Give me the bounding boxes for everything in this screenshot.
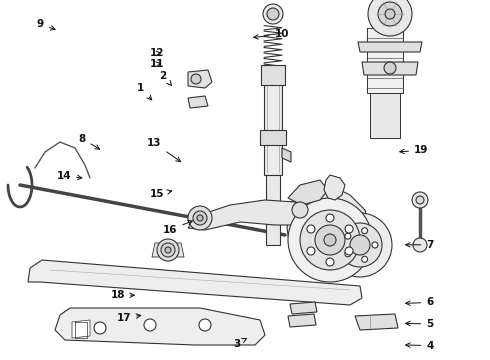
Circle shape — [350, 235, 370, 255]
Circle shape — [165, 247, 171, 253]
Text: 13: 13 — [147, 138, 181, 162]
Polygon shape — [188, 200, 310, 230]
Circle shape — [161, 243, 175, 257]
Circle shape — [191, 74, 201, 84]
Polygon shape — [55, 308, 265, 345]
Text: 6: 6 — [406, 297, 434, 307]
Circle shape — [288, 198, 372, 282]
Circle shape — [193, 211, 207, 225]
Circle shape — [384, 62, 396, 74]
Text: 2: 2 — [159, 71, 171, 85]
Text: 17: 17 — [117, 312, 141, 323]
Circle shape — [372, 242, 378, 248]
Text: 14: 14 — [56, 171, 82, 181]
Polygon shape — [290, 302, 317, 314]
Polygon shape — [282, 148, 291, 162]
Polygon shape — [188, 70, 212, 88]
Text: 5: 5 — [406, 319, 434, 329]
Circle shape — [338, 223, 382, 267]
Text: 18: 18 — [110, 290, 134, 300]
Polygon shape — [28, 260, 362, 305]
Bar — [260, 130, 286, 145]
Polygon shape — [358, 42, 422, 52]
Text: 12: 12 — [149, 48, 164, 58]
Polygon shape — [288, 314, 316, 327]
Polygon shape — [288, 180, 328, 205]
Polygon shape — [324, 175, 345, 200]
Bar — [264, 80, 282, 175]
Circle shape — [144, 319, 156, 331]
Text: 7: 7 — [406, 240, 434, 250]
Circle shape — [157, 239, 179, 261]
Circle shape — [378, 2, 402, 26]
Circle shape — [326, 214, 334, 222]
Circle shape — [300, 210, 360, 270]
Polygon shape — [72, 320, 90, 338]
Bar — [370, 93, 400, 138]
Circle shape — [345, 233, 351, 239]
Text: 1: 1 — [137, 83, 152, 100]
Circle shape — [368, 0, 412, 36]
Polygon shape — [362, 62, 418, 75]
Polygon shape — [188, 96, 208, 108]
Circle shape — [197, 215, 203, 221]
Circle shape — [345, 251, 351, 257]
Circle shape — [263, 4, 283, 24]
Circle shape — [412, 192, 428, 208]
Circle shape — [267, 8, 279, 20]
Circle shape — [326, 258, 334, 266]
Text: 11: 11 — [149, 59, 164, 69]
Circle shape — [416, 196, 424, 204]
Text: 15: 15 — [149, 189, 171, 199]
Polygon shape — [287, 185, 370, 275]
Circle shape — [362, 228, 368, 234]
Text: 19: 19 — [400, 145, 428, 156]
Circle shape — [345, 247, 353, 255]
Circle shape — [362, 256, 368, 262]
Circle shape — [345, 225, 353, 233]
Text: 8: 8 — [78, 134, 99, 149]
Text: 16: 16 — [163, 221, 193, 235]
Bar — [261, 65, 285, 85]
Circle shape — [188, 206, 212, 230]
Text: 10: 10 — [254, 29, 289, 39]
Circle shape — [199, 319, 211, 331]
Bar — [367, 28, 403, 93]
Circle shape — [328, 213, 392, 277]
Circle shape — [94, 322, 106, 334]
Circle shape — [324, 234, 336, 246]
Text: 3: 3 — [233, 338, 246, 349]
Circle shape — [315, 225, 345, 255]
Text: 4: 4 — [406, 341, 434, 351]
Circle shape — [413, 238, 427, 252]
Text: 9: 9 — [37, 19, 55, 30]
Polygon shape — [355, 314, 398, 330]
Circle shape — [307, 247, 315, 255]
Polygon shape — [152, 243, 184, 257]
Circle shape — [292, 202, 308, 218]
Bar — [266, 175, 280, 245]
Circle shape — [385, 9, 395, 19]
Circle shape — [307, 225, 315, 233]
